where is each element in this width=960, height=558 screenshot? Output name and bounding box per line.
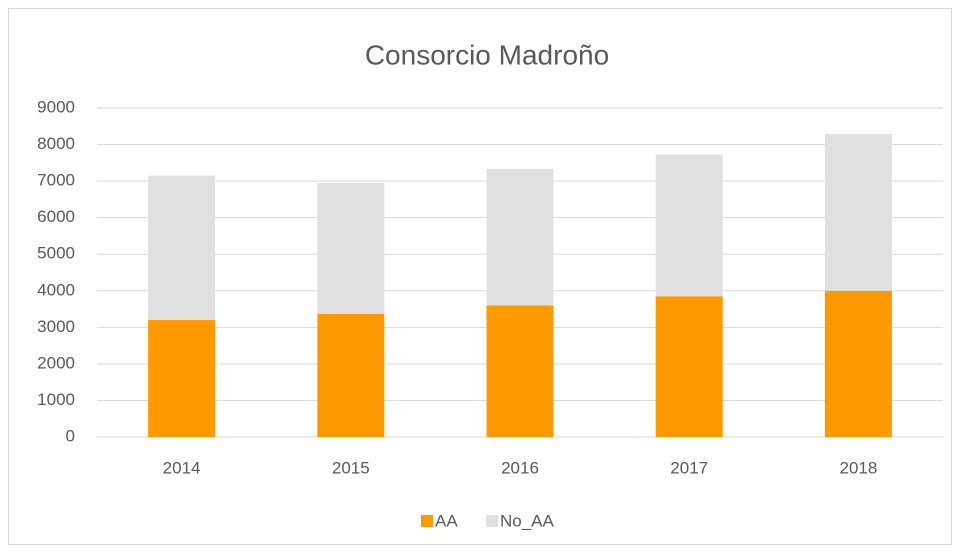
x-tick-label: 2014 xyxy=(163,458,201,477)
legend-label: AA xyxy=(435,511,458,530)
legend-swatch xyxy=(486,515,498,527)
y-tick-label: 3000 xyxy=(37,317,75,336)
y-tick-label: 4000 xyxy=(37,280,75,299)
x-tick-label: 2016 xyxy=(501,458,539,477)
bar-segment xyxy=(486,169,554,306)
legend-label: No_AA xyxy=(500,511,555,530)
bar-segment xyxy=(824,290,892,437)
bar-segment xyxy=(148,320,216,437)
y-tick-label: 7000 xyxy=(37,171,75,190)
y-tick-label: 9000 xyxy=(37,97,75,116)
x-tick-label: 2015 xyxy=(332,458,370,477)
bar-segment xyxy=(317,182,385,314)
y-tick-label: 5000 xyxy=(37,244,75,263)
y-tick-label: 1000 xyxy=(37,390,75,409)
y-tick-label: 2000 xyxy=(37,353,75,372)
bar-segment xyxy=(824,133,892,291)
y-tick-label: 6000 xyxy=(37,207,75,226)
bar-segment xyxy=(317,313,385,437)
bar-segment xyxy=(655,154,723,297)
x-tick-label: 2017 xyxy=(670,458,708,477)
bar-segment xyxy=(486,305,554,437)
bar-segment xyxy=(148,175,216,321)
x-tick-label: 2018 xyxy=(839,458,877,477)
legend-swatch xyxy=(421,515,433,527)
y-tick-label: 0 xyxy=(66,426,75,445)
y-tick-label: 8000 xyxy=(37,134,75,153)
bar-segment xyxy=(655,296,723,437)
chart-title: Consorcio Madroño xyxy=(365,39,609,70)
